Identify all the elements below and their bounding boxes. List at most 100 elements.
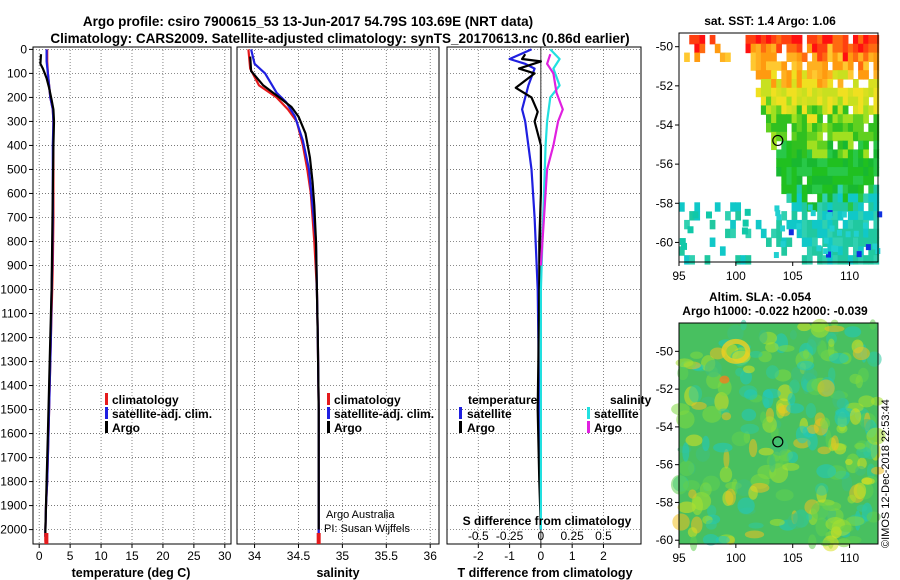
- sst-cell: [791, 219, 798, 230]
- imos-stamp: ©IMOS 12-Dec-2018 22:53:44: [880, 399, 892, 548]
- legend-satellite-swatch: [105, 407, 108, 419]
- sst-cell: [812, 123, 818, 133]
- sst-cell: [755, 219, 762, 230]
- sst-cell: [822, 34, 828, 45]
- sst-cell: [827, 175, 834, 186]
- sla-blob: [723, 449, 730, 469]
- sst-cell: [801, 158, 808, 168]
- sst-cell: [760, 78, 767, 89]
- sst-map-float-marker: [772, 134, 784, 147]
- sst-cell: [827, 52, 834, 62]
- sst-cell: [791, 167, 798, 177]
- sst-cell: [829, 225, 835, 232]
- sst-cell: [679, 238, 686, 246]
- sst-cell: [812, 202, 818, 212]
- sst-cell: [806, 78, 813, 89]
- sla-blob: [705, 519, 717, 530]
- sst-cell: [842, 131, 849, 142]
- sst-cell: [786, 114, 793, 124]
- sst-cell: [863, 114, 869, 124]
- sst-cell: [832, 175, 839, 186]
- map-y-tick-label: -54: [656, 118, 674, 132]
- sla-blob: [740, 319, 747, 331]
- sst-cell: [832, 61, 839, 71]
- sla-blob: [676, 410, 695, 429]
- sla-blob: [765, 342, 779, 353]
- depth-tick-label: 1000: [0, 282, 27, 296]
- sst-cell: [863, 96, 869, 107]
- sst-cell: [832, 105, 839, 115]
- legend-argo: Argo: [112, 421, 140, 435]
- sst-cell: [832, 131, 839, 142]
- legend-s-satellite-swatch: [587, 407, 590, 419]
- sst-cell: [833, 245, 839, 252]
- sst-cell: [817, 193, 823, 203]
- sst-cell: [694, 202, 701, 212]
- sst-cell: [817, 52, 823, 62]
- x-tick-label: 20: [156, 549, 170, 563]
- depth-tick-label: 800: [7, 234, 27, 248]
- sst-cell: [714, 202, 721, 212]
- sst-cell: [692, 211, 699, 219]
- sst-cell: [842, 193, 849, 203]
- difference-panel: -2 -1 0 1 2 -0.5 -0.25 0 0.25 0.5 temperature sa…: [446, 46, 652, 580]
- sst-cell: [776, 61, 782, 71]
- sst-cell: [847, 211, 854, 221]
- legend-argo-swatch: [105, 421, 108, 433]
- sst-cell: [781, 149, 788, 159]
- sst-cell: [863, 211, 869, 221]
- sst-cell: [827, 140, 834, 151]
- x-tick-label: 34.5: [287, 549, 311, 563]
- sla-blob: [740, 423, 760, 435]
- sst-cell: [822, 149, 828, 159]
- sst-cell: [827, 34, 834, 45]
- s-diff-tick-label: 0.25: [560, 529, 584, 543]
- sst-cell: [858, 228, 864, 239]
- sla-blob: [840, 524, 854, 533]
- sst-cell: [837, 34, 844, 45]
- legend-climatology-swatch: [105, 393, 108, 405]
- x-tick-label: 0: [36, 549, 43, 563]
- sst-cell: [832, 255, 839, 265]
- sst-cell: [755, 43, 762, 54]
- sla-blob: [672, 513, 690, 531]
- sst-cell: [781, 87, 788, 98]
- sst-cell: [822, 184, 828, 195]
- sla-blob: [707, 505, 717, 518]
- sst-cell: [847, 96, 854, 107]
- sst-cell: [781, 158, 788, 168]
- sst-cell: [750, 52, 757, 62]
- sst-cell: [842, 61, 849, 71]
- sla-blob: [789, 379, 800, 394]
- sla-map-frame: [678, 322, 879, 545]
- sla-blob: [787, 392, 796, 406]
- sst-cell: [847, 158, 854, 168]
- sst-cell: [847, 228, 854, 239]
- sst-cell: [765, 96, 772, 107]
- sst-cell: [750, 43, 757, 54]
- sst-cell: [827, 114, 834, 124]
- sla-blob: [807, 334, 821, 348]
- sst-cell: [832, 149, 839, 159]
- sst-cell: [812, 87, 818, 98]
- sst-cell: [786, 193, 793, 203]
- sst-cell: [796, 202, 803, 212]
- sst-cell: [837, 202, 844, 212]
- sla-blob: [769, 518, 785, 526]
- sst-cell: [806, 158, 813, 168]
- sst-cell: [806, 114, 813, 124]
- legend-argo-swatch: [327, 421, 330, 433]
- sst-cell: [847, 202, 854, 212]
- sst-cell: [837, 87, 844, 98]
- sst-cell: [755, 34, 762, 45]
- series-line-argo: [39, 54, 56, 537]
- sst-cell: [852, 202, 859, 212]
- sst-cell: [868, 193, 875, 203]
- sst-cell: [812, 228, 818, 239]
- sla-blob: [670, 474, 689, 495]
- sst-cell: [868, 211, 875, 221]
- sla-blob: [742, 365, 755, 374]
- legend-temperature-title: temperature: [468, 393, 538, 407]
- bottom-climatology-marker: [44, 533, 49, 544]
- sst-map-ticks: 95 100 105 110 -50 -52 -54 -56 -58 -60: [656, 40, 860, 283]
